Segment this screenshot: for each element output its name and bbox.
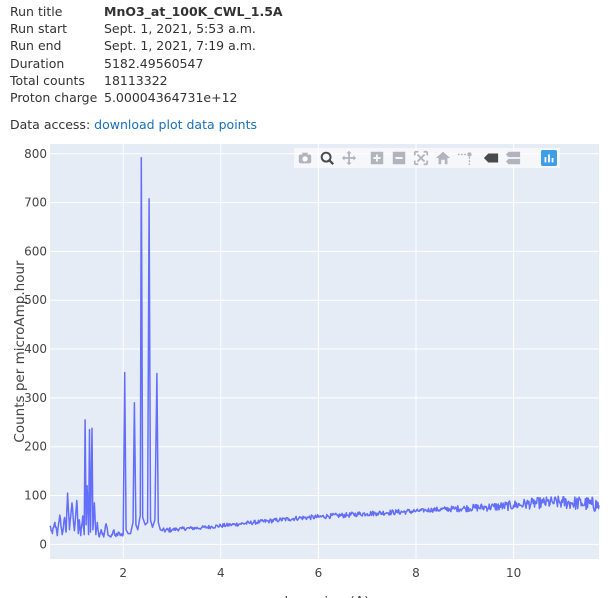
- run-info-table: Run title MnO3_at_100K_CWL_1.5A Run start S…: [10, 3, 283, 106]
- pan-icon[interactable]: [338, 148, 360, 168]
- run-info-value: 5.00004364731e+12: [104, 90, 238, 106]
- run-info-value: Sept. 1, 2021, 7:19 a.m.: [104, 38, 256, 54]
- spike-lines-icon[interactable]: [454, 148, 476, 168]
- zoom-in-icon[interactable]: [366, 148, 388, 168]
- run-info-row: Total counts 18113322: [10, 72, 283, 89]
- autoscale-icon[interactable]: [410, 148, 432, 168]
- y-tick-label: 300: [24, 391, 47, 405]
- download-plot-data-link[interactable]: download plot data points: [94, 117, 258, 132]
- diffraction-chart[interactable]: 0 100 200 300 400 500 600 700 800 2 4 6 8 10 Counts pe…: [0, 140, 608, 598]
- y-tick-label: 200: [24, 440, 47, 454]
- reset-axes-icon[interactable]: [432, 148, 454, 168]
- y-axis-title: Counts per microAmp.hour: [12, 260, 28, 443]
- run-info-row: Run title MnO3_at_100K_CWL_1.5A: [10, 3, 283, 20]
- x-tick-label: 6: [315, 566, 323, 580]
- plotly-logo-icon[interactable]: [538, 148, 560, 168]
- y-tick-label: 400: [24, 342, 47, 356]
- run-info-row: Run start Sept. 1, 2021, 5:53 a.m.: [10, 20, 283, 37]
- x-tick-label: 10: [506, 566, 521, 580]
- y-tick-label: 0: [39, 537, 47, 551]
- plot-area[interactable]: [50, 144, 599, 559]
- y-tick-label: 100: [24, 489, 47, 503]
- run-info-key: Duration: [10, 55, 65, 71]
- series-line[interactable]: [49, 156, 600, 538]
- data-access-label: Data access:: [10, 117, 91, 132]
- run-info-key: Run title: [10, 4, 63, 19]
- run-info-row: Run end Sept. 1, 2021, 7:19 a.m.: [10, 37, 283, 54]
- run-info-row: Proton charge 5.00004364731e+12: [10, 89, 283, 106]
- run-info-key: Proton charge: [10, 90, 98, 106]
- y-tick-label: 700: [24, 196, 47, 210]
- x-tick-label: 2: [119, 566, 127, 580]
- data-access-line: Data access: download plot data points: [10, 117, 257, 132]
- run-info-key: Total counts: [10, 72, 85, 88]
- zoom-out-icon[interactable]: [388, 148, 410, 168]
- zoom-icon[interactable]: [316, 148, 338, 168]
- y-tick-label: 600: [24, 244, 47, 258]
- run-info-row: Duration 5182.49560547: [10, 55, 283, 72]
- run-info-value: MnO3_at_100K_CWL_1.5A: [104, 4, 283, 19]
- run-info-value: Sept. 1, 2021, 5:53 a.m.: [104, 21, 256, 37]
- run-info-value: 18113322: [104, 72, 168, 88]
- y-tick-label: 500: [24, 293, 47, 307]
- y-tick-label: 800: [24, 147, 47, 161]
- x-tick-label: 4: [217, 566, 225, 580]
- hover-compare-icon[interactable]: [502, 148, 524, 168]
- x-axis-title: d-spacing (A): [280, 594, 370, 598]
- camera-icon[interactable]: [294, 148, 316, 168]
- run-info-key: Run start: [10, 21, 68, 37]
- run-info-value: 5182.49560547: [104, 55, 204, 71]
- run-info-key: Run end: [10, 38, 62, 54]
- x-tick-label: 8: [412, 566, 420, 580]
- chart-modebar: [294, 148, 560, 168]
- hover-closest-icon[interactable]: [480, 148, 502, 168]
